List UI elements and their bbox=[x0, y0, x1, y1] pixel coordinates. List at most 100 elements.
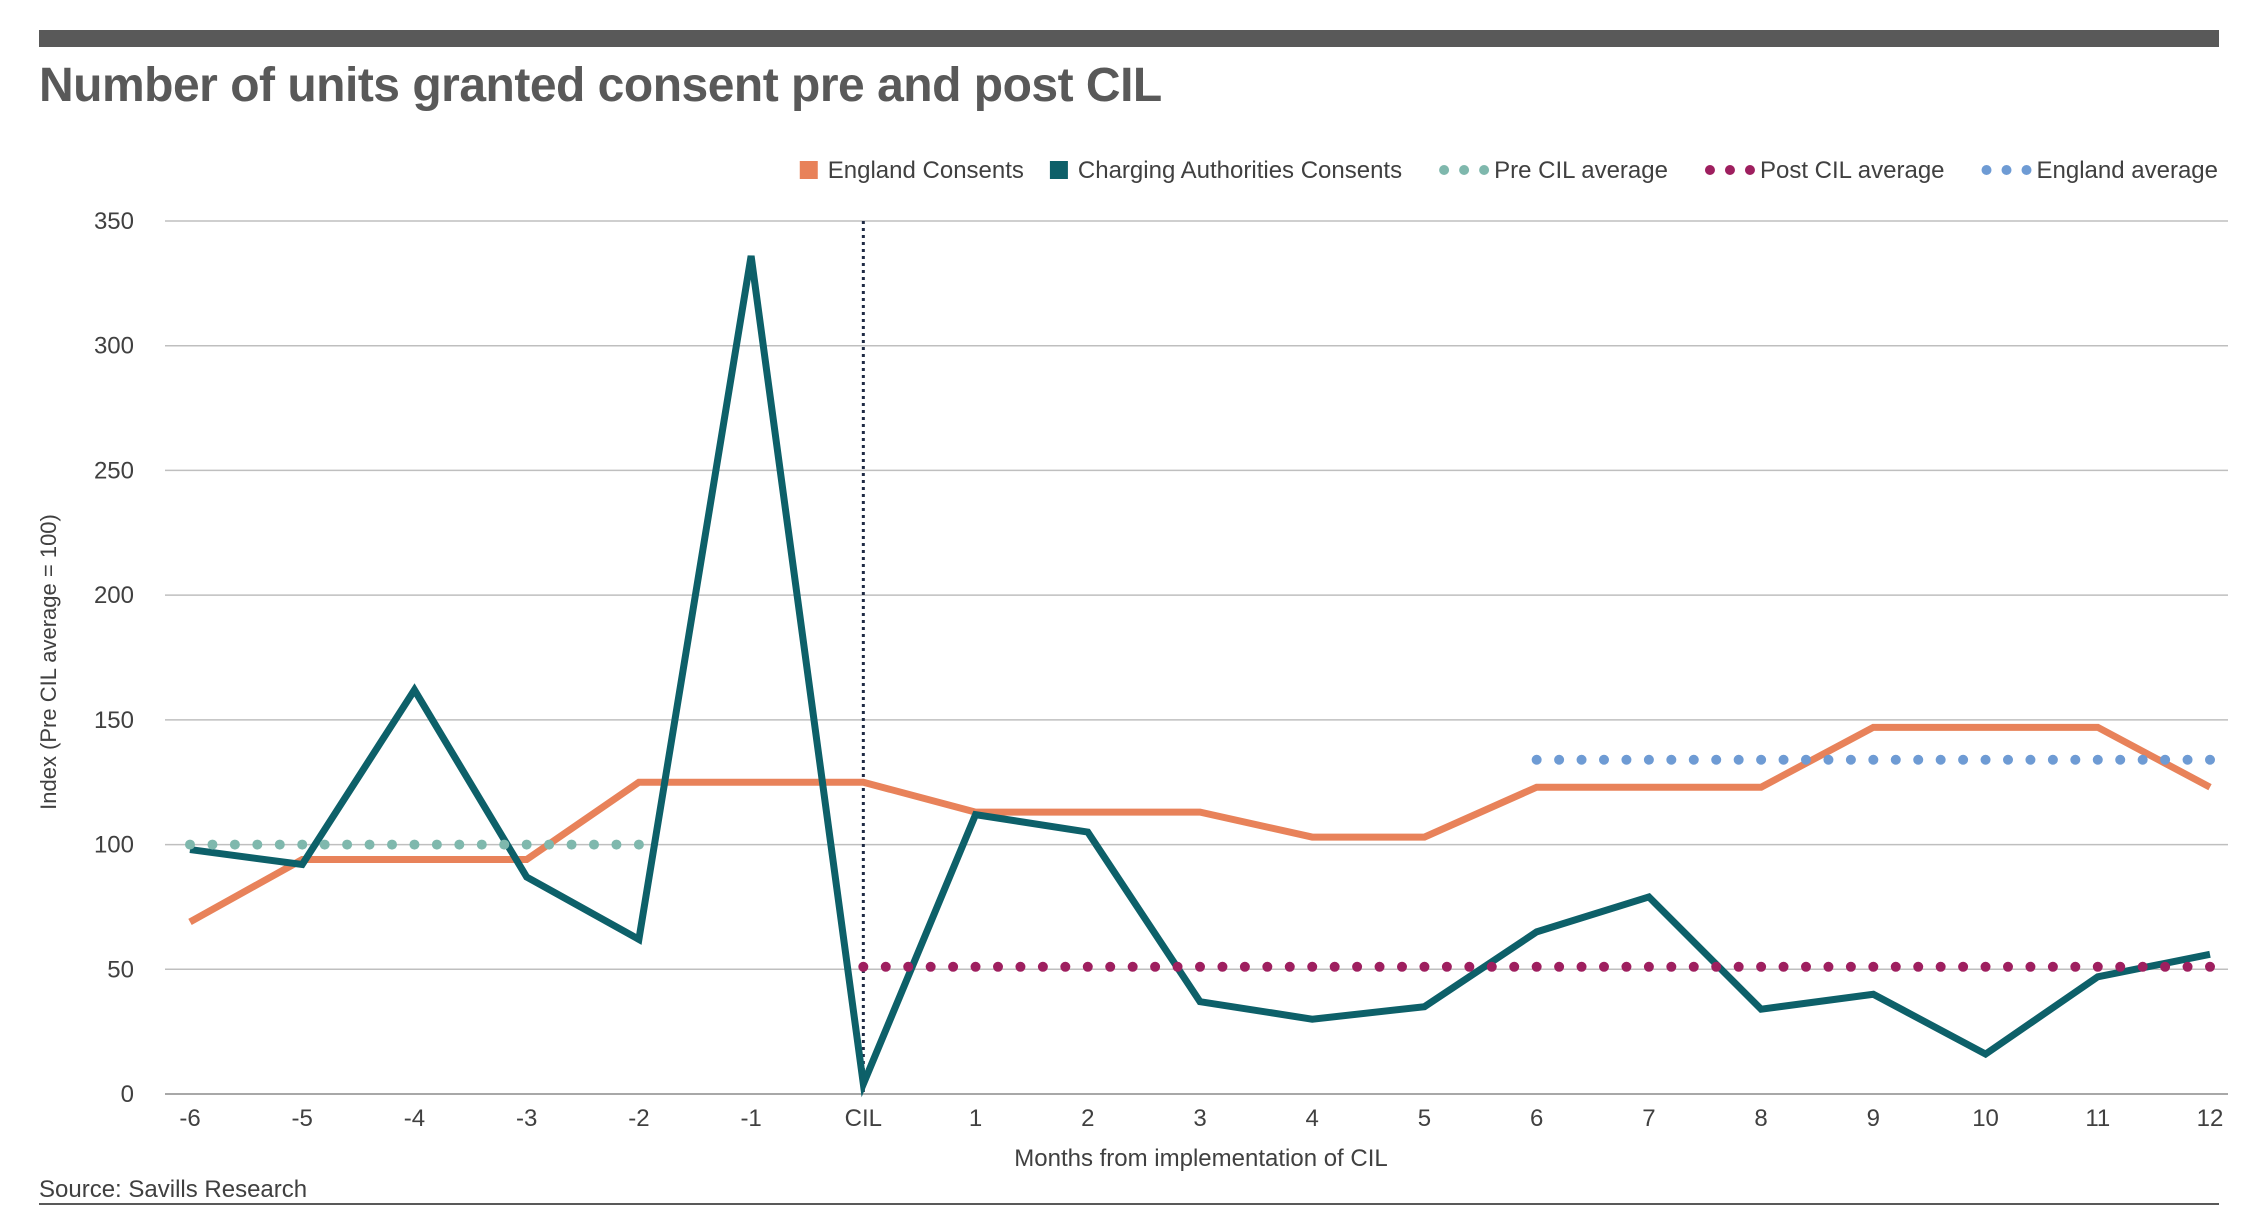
legend-item-post-cil-average: Post CIL average bbox=[1704, 157, 1945, 184]
pre-cil-average-dot bbox=[387, 839, 397, 850]
pre-cil-average-dot bbox=[319, 839, 330, 850]
legend-label: England average bbox=[2037, 157, 2218, 184]
pre-cil-average-dot bbox=[589, 839, 599, 850]
england-average-dot bbox=[2092, 754, 2103, 765]
pre-cil-average-series bbox=[185, 839, 644, 850]
post-cil-average-dot bbox=[1015, 961, 1026, 972]
post-cil-average-dot bbox=[1958, 961, 1969, 972]
y-tick-label: 350 bbox=[94, 208, 134, 235]
post-cil-average-dot bbox=[2070, 961, 2081, 972]
legend-item-charging-authorities-consents: Charging Authorities Consents bbox=[1049, 157, 1402, 184]
x-tick-label: 11 bbox=[2085, 1105, 2110, 1132]
england-average-dot bbox=[1531, 754, 1542, 765]
england-average-dot bbox=[2047, 754, 2058, 765]
x-tick-label: 2 bbox=[1081, 1105, 1094, 1132]
legend-label: Pre CIL average bbox=[1494, 157, 1668, 184]
x-tick-label: -4 bbox=[404, 1105, 425, 1132]
post-cil-average-dot bbox=[1980, 961, 1991, 972]
post-cil-average-series bbox=[858, 961, 2215, 972]
post-cil-average-dot bbox=[1756, 961, 1767, 972]
england-average-dot bbox=[2160, 754, 2171, 765]
post-cil-average-dot bbox=[1105, 961, 1116, 972]
post-cil-average-dot bbox=[1239, 961, 1250, 972]
england-average-dot bbox=[2070, 754, 2081, 765]
post-cil-average-dot bbox=[2205, 961, 2215, 972]
post-cil-average-dot bbox=[1778, 961, 1789, 972]
post-cil-average-dot bbox=[1060, 961, 1071, 972]
legend-marker bbox=[799, 161, 818, 179]
legend-label: England Consents bbox=[828, 157, 1024, 184]
england-average-dot bbox=[1576, 754, 1587, 765]
legend-marker-dot bbox=[1744, 165, 1755, 175]
post-cil-average-dot bbox=[1531, 961, 1542, 972]
x-tick-label: 10 bbox=[1972, 1105, 1999, 1132]
post-cil-average-dot bbox=[2160, 961, 2171, 972]
post-cil-average-dot bbox=[2115, 961, 2126, 972]
x-tick-label: -2 bbox=[628, 1105, 649, 1132]
y-tick-label: 250 bbox=[94, 457, 134, 484]
y-tick-label: 150 bbox=[94, 707, 134, 734]
legend-marker-dot bbox=[1439, 165, 1450, 175]
post-cil-average-dot bbox=[2025, 961, 2036, 972]
post-cil-average-dot bbox=[925, 961, 936, 972]
series-lines bbox=[185, 255, 2215, 1098]
x-tick-label: -3 bbox=[516, 1105, 537, 1132]
x-tick-label: 12 bbox=[2197, 1105, 2224, 1132]
post-cil-average-dot bbox=[1576, 961, 1587, 972]
x-tick-label: 1 bbox=[969, 1105, 982, 1132]
post-cil-average-dot bbox=[1172, 961, 1183, 972]
legend-marker-dot bbox=[2021, 165, 2032, 175]
post-cil-average-dot bbox=[1284, 961, 1295, 972]
england-average-dot bbox=[1554, 754, 1565, 765]
x-tick-label: -6 bbox=[179, 1105, 200, 1132]
pre-cil-average-dot bbox=[252, 839, 263, 850]
pre-cil-average-dot bbox=[431, 839, 442, 850]
post-cil-average-dot bbox=[993, 961, 1003, 972]
england-average-dot bbox=[1890, 754, 1901, 765]
post-cil-average-dot bbox=[1397, 961, 1407, 972]
england-average-dot bbox=[2205, 754, 2215, 765]
x-axis-label: Months from implementation of CIL bbox=[1014, 1145, 1388, 1172]
post-cil-average-dot bbox=[948, 961, 959, 972]
post-cil-average-dot bbox=[880, 961, 891, 972]
x-tick-label: 9 bbox=[1867, 1105, 1880, 1132]
x-tick-label: 7 bbox=[1642, 1105, 1655, 1132]
pre-cil-average-dot bbox=[185, 839, 195, 850]
y-tick-label: 50 bbox=[107, 956, 134, 983]
x-tick-label: -5 bbox=[292, 1105, 313, 1132]
post-cil-average-dot bbox=[1890, 961, 1901, 972]
x-axis-ticks: -6 -5 -4 -3 -2 -1 CIL 1 2 3 4 5 6 7 8 9 10 11 12 bbox=[179, 1105, 2223, 1132]
pre-cil-average-dot bbox=[297, 839, 308, 850]
pre-cil-average-dot bbox=[499, 839, 510, 850]
england-average-dot bbox=[1958, 754, 1969, 765]
y-tick-label: 100 bbox=[94, 832, 134, 859]
pre-cil-average-dot bbox=[611, 839, 622, 850]
post-cil-average-dot bbox=[1374, 961, 1385, 972]
post-cil-average-dot bbox=[1082, 961, 1093, 972]
england-average-dot bbox=[1643, 754, 1654, 765]
england-average-dot bbox=[1599, 754, 1609, 765]
pre-cil-average-dot bbox=[544, 839, 555, 850]
england-average-dot bbox=[2182, 754, 2193, 765]
legend: England Consents Charging Authorities Con… bbox=[799, 157, 2218, 184]
post-cil-average-dot bbox=[1711, 961, 1722, 972]
legend-marker-dot bbox=[1479, 165, 1490, 175]
england-average-dot bbox=[1621, 754, 1632, 765]
england-average-dot bbox=[1666, 754, 1677, 765]
x-tick-label: 6 bbox=[1530, 1105, 1543, 1132]
legend-item-england-average: England average bbox=[1981, 157, 2218, 184]
england-average-dot bbox=[1935, 754, 1946, 765]
england-average-dot bbox=[1756, 754, 1767, 765]
pre-cil-average-dot bbox=[476, 839, 487, 850]
pre-cil-average-dot bbox=[274, 839, 285, 850]
source-note: Source: Savills Research bbox=[39, 1176, 308, 1203]
pre-cil-average-dot bbox=[207, 839, 218, 850]
pre-cil-average-dot bbox=[364, 839, 375, 850]
y-tick-label: 200 bbox=[94, 582, 134, 609]
post-cil-average-dot bbox=[1419, 961, 1430, 972]
post-cil-average-dot bbox=[1868, 961, 1879, 972]
y-tick-label: 0 bbox=[121, 1081, 134, 1108]
legend-item-pre-cil-average: Pre CIL average bbox=[1439, 157, 1668, 184]
legend-label: Charging Authorities Consents bbox=[1078, 157, 1402, 184]
